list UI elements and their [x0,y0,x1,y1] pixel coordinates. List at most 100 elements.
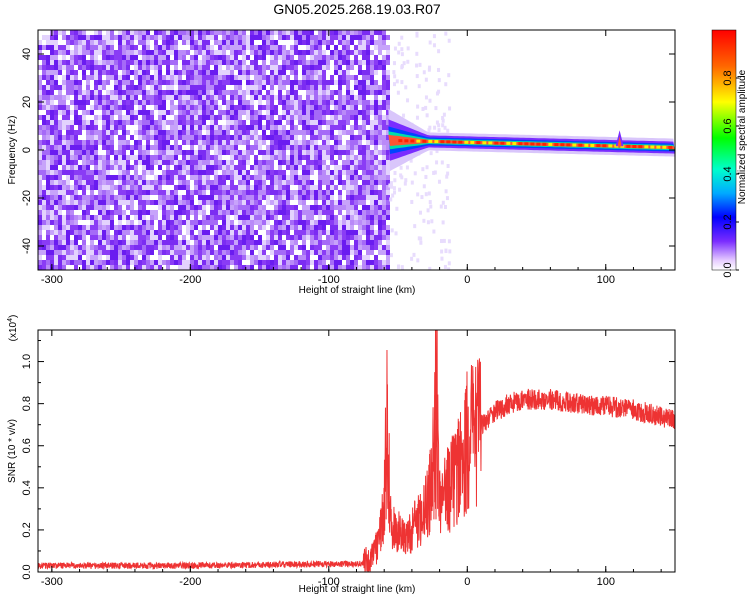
heatmap-cell [354,50,358,55]
heatmap-cell [318,100,322,105]
heatmap-cell [218,130,222,135]
heatmap-cell [370,170,374,175]
ridge-speckle [434,140,439,144]
heatmap-cell [114,175,118,180]
heatmap-cell [370,200,374,205]
heatmap-cell [50,95,54,100]
heatmap-cell [82,55,86,60]
heatmap-cell [70,100,74,105]
heatmap-cell [254,145,258,150]
heatmap-cell [270,190,274,195]
heatmap-cell [262,255,266,260]
heatmap-cell [286,155,290,160]
heatmap-cell [50,60,54,65]
heatmap-cell [102,175,106,180]
heatmap-cell [118,40,122,45]
heatmap-cell [298,245,302,250]
heatmap-cell [366,230,370,235]
heatmap-cell [234,240,238,245]
heatmap-cell [366,165,370,170]
heatmap-cell [110,175,114,180]
heatmap-cell [126,155,130,160]
heatmap-cell [310,150,314,155]
heatmap-cell [38,200,42,205]
heatmap-cell [110,60,114,65]
heatmap-cell [166,190,170,195]
heatmap-cell [326,205,330,210]
heatmap-cell [118,105,122,110]
heatmap-cell [400,80,404,85]
heatmap-cell [110,260,114,265]
heatmap-cell [102,155,106,160]
heatmap-cell [330,235,334,240]
heatmap-cell [94,100,98,105]
heatmap-cell [202,145,206,150]
heatmap-cell [338,75,342,80]
heatmap-cell [154,245,158,250]
heatmap-cell [218,55,222,60]
heatmap-cell [102,245,106,250]
heatmap-cell [446,163,450,168]
heatmap-cell [386,240,390,245]
heatmap-cell [162,145,166,150]
heatmap-cell [194,100,198,105]
heatmap-cell [102,195,106,200]
heatmap-cell [230,160,234,165]
heatmap-cell [178,80,182,85]
heatmap-cell [350,175,354,180]
heatmap-cell [50,50,54,55]
heatmap-cell [342,95,346,100]
heatmap-cell [318,265,322,270]
heatmap-cell [50,75,54,80]
heatmap-cell [218,225,222,230]
heatmap-cell [290,95,294,100]
heatmap-cell [226,60,230,65]
ridge-speckle [494,141,499,145]
heatmap-cell [142,250,146,255]
heatmap-cell [90,135,94,140]
heatmap-cell [346,255,350,260]
heatmap-cell [78,260,82,265]
heatmap-cell [198,195,202,200]
heatmap-cell [50,110,54,115]
heatmap-cell [342,200,346,205]
heatmap-cell [306,125,310,130]
heatmap-cell [322,190,326,195]
heatmap-cell [254,70,258,75]
heatmap-cell [358,85,362,90]
heatmap-cell [400,65,404,70]
heatmap-cell [238,170,242,175]
heatmap-cell [150,65,154,70]
heatmap-cell [234,60,238,65]
heatmap-cell [142,195,146,200]
heatmap-cell [122,185,126,190]
heatmap-cell [78,115,82,120]
heatmap-cell [350,195,354,200]
heatmap-cell [202,30,206,35]
heatmap-cell [310,65,314,70]
heatmap-cell [322,140,326,145]
heatmap-cell [294,255,298,260]
heatmap-cell [170,85,174,90]
heatmap-cell [146,250,150,255]
heatmap-cell [370,150,374,155]
heatmap-cell [70,200,74,205]
heatmap-cell [322,75,326,80]
heatmap-cell [90,195,94,200]
heatmap-cell [242,135,246,140]
heatmap-cell [146,110,150,115]
heatmap-cell [282,85,286,90]
heatmap-cell [326,105,330,110]
heatmap-cell [366,245,370,250]
heatmap-cell [114,100,118,105]
heatmap-cell [286,210,290,215]
heatmap-cell [218,255,222,260]
heatmap-cell [50,125,54,130]
heatmap-cell [346,45,350,50]
heatmap-cell [326,150,330,155]
heatmap-cell [222,195,226,200]
heatmap-cell [146,95,150,100]
heatmap-cell [90,205,94,210]
heatmap-cell [126,200,130,205]
heatmap-cell [270,235,274,240]
